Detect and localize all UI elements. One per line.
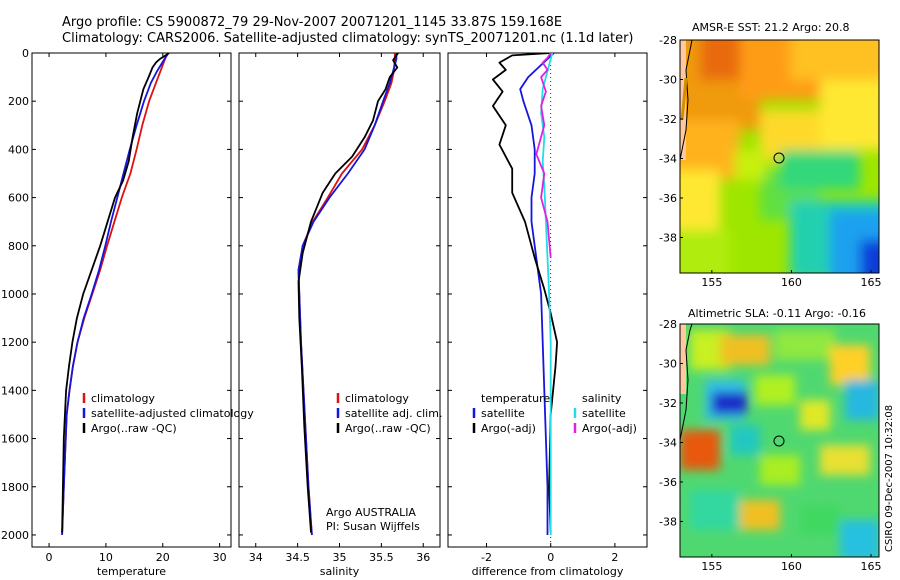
sla-map-frame [679,323,880,558]
salinity-x-tick-label: 34 [249,551,263,564]
difference-series-satellite-line [519,53,555,535]
temperature-series-satellite-line [61,53,170,536]
sla-map-title: Altimetric SLA: -0.11 Argo: -0.16 [688,307,866,320]
temperature-legend-label: Argo(..raw -QC) [91,422,177,435]
temperature-legend-label: climatology [91,392,155,405]
temperature-plot-frame [31,52,232,548]
sst-lat-tick-label: -30 [659,73,677,86]
temperature-series-climatology-line [61,53,169,536]
depth-tick-label: 400 [8,143,29,156]
depth-tick-label: 1600 [1,433,29,446]
temperature-x-axis-label: temperature [97,565,166,578]
depth-tick-label: 200 [8,95,29,108]
sla-lon-tick-label: 165 [861,560,882,573]
depth-tick-label: 1800 [1,481,29,494]
difference-x-tick-label: 2 [611,551,618,564]
sla-lat-tick-label: -34 [659,436,677,449]
sla-map-field [680,324,879,557]
temperature-x-tick-label: 30 [213,551,227,564]
difference-legend-heading-temperature: temperature [481,392,550,405]
difference-x-tick-label: -2 [481,551,492,564]
figure-title-line-1: Argo profile: CS 5900872_79 29-Nov-2007 … [62,15,562,30]
difference-series-sal_argo-line [535,53,552,258]
salinity-annotation-line-1: Argo AUSTRALIA [326,506,416,519]
sla-lat-tick-label: -38 [659,515,677,528]
salinity-plot-frame [238,52,441,548]
difference-series-argo-line [491,53,558,533]
sst-lon-tick-label: 155 [701,276,722,289]
difference-legend-heading-salinity: salinity [582,392,622,405]
salinity-x-tick-label: 35.5 [369,551,394,564]
salinity-series-climatology-line [297,53,396,536]
sla-lat-tick-label: -28 [659,318,677,331]
salinity-legend-label: climatology [345,392,409,405]
sst-lat-tick-label: -34 [659,152,677,165]
salinity-series-argo-line [297,53,399,533]
credit-timestamp: CSIRO 09-Dec-2007 10:32:08 [884,405,895,552]
temperature-legend-label: satellite-adjusted climatology [91,407,254,420]
depth-tick-label: 600 [8,192,29,205]
sst-lon-tick-label: 160 [781,276,802,289]
temperature-x-tick-label: 10 [99,551,113,564]
salinity-x-tick-label: 34.5 [285,551,310,564]
sla-lat-tick-label: -32 [659,397,677,410]
sla-lon-tick-label: 160 [781,560,802,573]
temperature-series-argo-line [61,53,170,533]
salinity-x-axis-label: salinity [320,565,360,578]
figure-title-line-2: Climatology: CARS2006. Satellite-adjuste… [62,31,634,46]
salinity-series-satellite-line [297,53,398,536]
sla-argo-position-marker [773,435,785,447]
sst-lat-tick-label: -28 [659,34,677,47]
salinity-x-tick-label: 35 [333,551,347,564]
depth-tick-label: 1000 [1,288,29,301]
salinity-legend-label: satellite adj. clim. [345,407,442,420]
sst-map-title: AMSR-E SST: 21.2 Argo: 20.8 [692,21,850,34]
depth-tick-label: 1200 [1,336,29,349]
difference-salinity-legend-label: satellite [582,407,626,420]
salinity-annotation-line-2: PI: Susan Wijffels [326,520,420,533]
salinity-legend-label: Argo(..raw -QC) [345,422,431,435]
sla-lon-tick-label: 155 [701,560,722,573]
sla-map: Altimetric SLA: -0.11 Argo: -0.16 [659,307,882,573]
difference-temperature-legend-label: satellite [481,407,525,420]
depth-tick-label: 0 [22,47,29,60]
salinity-panel: 34 34.5 35 35.5 36 salinity climatology satelli… [238,52,442,578]
difference-salinity-legend-label: Argo(-adj) [582,422,637,435]
sst-argo-position-marker [773,152,785,164]
sst-map-field [680,40,879,273]
difference-series-sal_satellite-line [540,53,554,535]
sla-lat-tick-label: -30 [659,357,677,370]
sst-lat-tick-label: -36 [659,192,677,205]
difference-x-tick-label: 0 [547,551,554,564]
difference-temperature-legend-label: Argo(-adj) [481,422,536,435]
sst-map-frame [679,39,880,274]
difference-x-axis-label: difference from climatology [472,565,624,578]
sst-map: AMSR-E SST: 21.2 Argo: 20.8 [659,21,882,289]
temperature-panel: 0 10 20 30 0 200 400 600 800 1000 1200 1400 1600 1800… [1,47,254,578]
sst-lon-tick-label: 165 [861,276,882,289]
temperature-x-tick-label: 20 [156,551,170,564]
salinity-x-tick-label: 36 [416,551,430,564]
sst-lat-tick-label: -32 [659,113,677,126]
depth-tick-label: 1400 [1,384,29,397]
sla-lat-tick-label: -36 [659,476,677,489]
sst-lat-tick-label: -38 [659,231,677,244]
depth-tick-label: 2000 [1,529,29,542]
depth-tick-label: 800 [8,240,29,253]
temperature-x-tick-label: 0 [46,551,53,564]
